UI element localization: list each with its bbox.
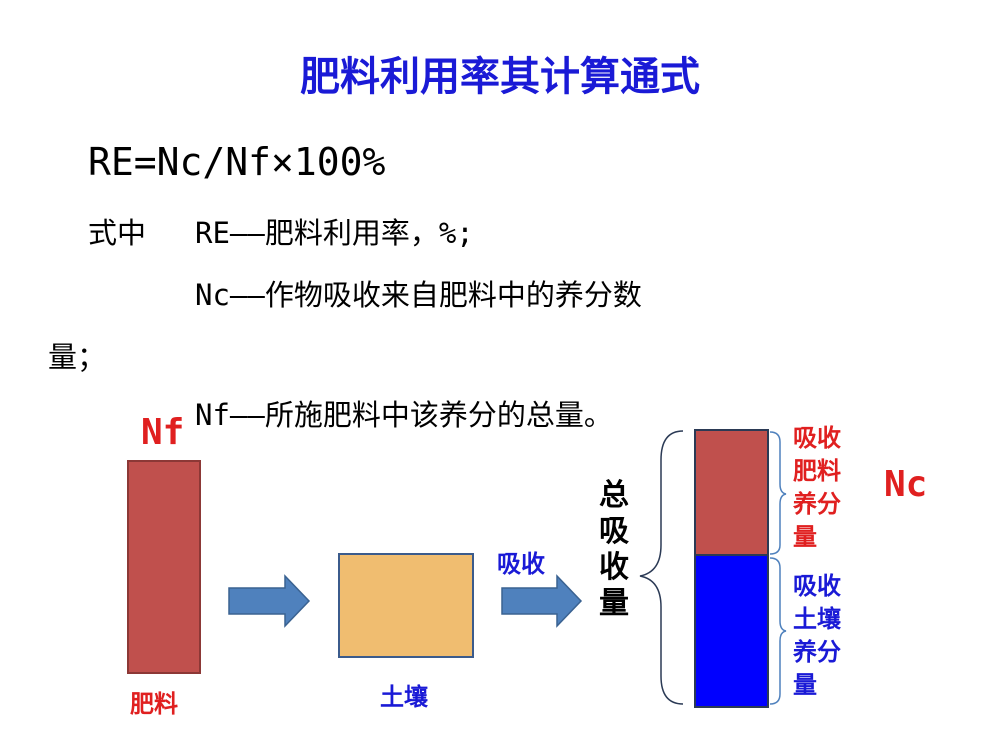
definition-nf: Nf——所施肥料中该养分的总量。 bbox=[195, 398, 613, 432]
fertilizer-bar bbox=[127, 460, 201, 674]
fertilizer-label: 肥料 bbox=[130, 690, 178, 718]
arrow-fertilizer-to-soil bbox=[228, 574, 311, 628]
absorb-label: 吸收 bbox=[497, 550, 545, 578]
soil-uptake-brace bbox=[769, 557, 787, 705]
definition-nc-continuation: 量； bbox=[48, 340, 107, 374]
nf-label: Nf bbox=[141, 412, 185, 453]
page-title: 肥料利用率其计算通式 bbox=[300, 53, 700, 100]
nc-label: Nc bbox=[884, 464, 928, 505]
soil-uptake-bar bbox=[694, 554, 769, 708]
soil-label: 土壤 bbox=[380, 683, 428, 711]
definition-nc: Nc——作物吸收来自肥料中的养分数 bbox=[195, 278, 642, 312]
total-absorption-label: 总吸收量 bbox=[599, 478, 629, 621]
formula: RE=Nc/Nf×100% bbox=[88, 140, 386, 184]
fertilizer-uptake-bar bbox=[694, 429, 769, 556]
total-brace bbox=[639, 430, 684, 705]
arrow-absorb bbox=[501, 574, 583, 628]
definition-re: RE——肥料利用率，%; bbox=[195, 216, 474, 250]
where-label: 式中 bbox=[88, 216, 147, 250]
fertilizer-uptake-brace bbox=[769, 431, 787, 555]
fertilizer-uptake-label: 吸收肥料养分量 bbox=[793, 424, 841, 551]
soil-box bbox=[338, 553, 474, 658]
soil-uptake-label: 吸收土壤养分量 bbox=[793, 572, 841, 699]
